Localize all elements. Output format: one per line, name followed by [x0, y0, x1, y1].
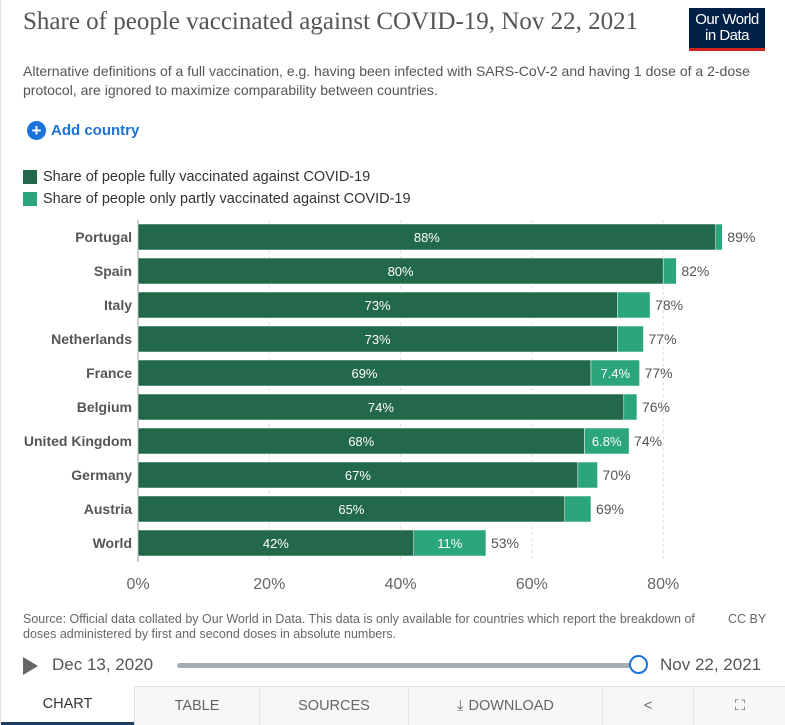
- timeline-end-date: Nov 22, 2021: [660, 655, 762, 674]
- x-tick-label: 0%: [126, 576, 149, 593]
- tab-sources[interactable]: SOURCES: [259, 686, 408, 725]
- owid-logo[interactable]: Our World in Data: [689, 8, 765, 51]
- bar-total-label: 78%: [655, 297, 683, 313]
- bar-value-label: 69%: [351, 366, 377, 381]
- category-label: Italy: [104, 297, 132, 313]
- bar-value-label: 73%: [365, 298, 391, 313]
- play-icon[interactable]: [23, 657, 38, 675]
- bar-total-label: 77%: [645, 365, 673, 381]
- download-icon: ⤓: [457, 698, 464, 714]
- bar-fully-vaccinated: [137, 291, 618, 319]
- bar-total-label: 74%: [634, 433, 662, 449]
- bar-total-label: 70%: [603, 467, 631, 483]
- category-label: Germany: [71, 467, 132, 483]
- bar-fully-vaccinated: [137, 257, 664, 285]
- category-label: Portugal: [75, 229, 132, 245]
- bar-total-label: 53%: [491, 535, 519, 551]
- source-note: Source: Official data collated by Our Wo…: [23, 612, 695, 641]
- tab-bar: CHART TABLE SOURCES ⤓ DOWNLOAD < ⛶: [1, 686, 785, 725]
- chart-title: Share of people vaccinated against COVID…: [23, 8, 639, 35]
- bar-partly-vaccinated: [715, 223, 723, 251]
- fullscreen-icon: ⛶: [734, 698, 746, 714]
- license-link[interactable]: CC BY: [728, 612, 767, 626]
- bar-partly-vaccinated: [413, 529, 487, 557]
- legend-label-fully: Share of people fully vaccinated against…: [43, 169, 371, 185]
- timeline-slider-handle[interactable]: [629, 655, 648, 674]
- add-country-label: Add country: [51, 122, 140, 139]
- bar-value-label: 11%: [437, 536, 462, 551]
- bar-fully-vaccinated: [137, 393, 625, 421]
- bar-value-label: 73%: [365, 332, 391, 347]
- bar-partly-vaccinated: [584, 427, 630, 455]
- bar-fully-vaccinated: [137, 427, 585, 455]
- timeline: Dec 13, 2020 Nov 22, 2021: [23, 654, 768, 678]
- chart-subtitle: Alternative definitions of a full vaccin…: [23, 63, 750, 98]
- download-label: DOWNLOAD: [468, 698, 554, 714]
- fullscreen-button[interactable]: ⛶: [693, 686, 785, 725]
- bar-value-label: 80%: [388, 264, 414, 279]
- add-country-button[interactable]: + Add country: [27, 121, 139, 140]
- bar-partly-vaccinated: [662, 257, 677, 285]
- category-label: United Kingdom: [24, 433, 132, 449]
- share-icon: <: [643, 698, 653, 714]
- bar-total-label: 69%: [596, 501, 624, 517]
- bar-value-label: 67%: [345, 468, 371, 483]
- tab-download[interactable]: ⤓ DOWNLOAD: [408, 686, 602, 725]
- share-button[interactable]: <: [602, 686, 693, 725]
- category-label: Austria: [84, 501, 132, 517]
- legend-label-partly: Share of people only partly vaccinated a…: [43, 191, 411, 207]
- bar-fully-vaccinated: [137, 529, 414, 557]
- legend-swatch-fully: [23, 170, 37, 184]
- bar-fully-vaccinated: [137, 461, 579, 489]
- bar-total-label: 89%: [727, 229, 755, 245]
- x-tick-label: 40%: [385, 576, 417, 593]
- tab-chart[interactable]: CHART: [1, 686, 134, 725]
- bar-partly-vaccinated: [616, 325, 644, 353]
- timeline-start-date: Dec 13, 2020: [52, 655, 154, 674]
- legend: Share of people fully vaccinated against…: [23, 166, 411, 210]
- bar-fully-vaccinated: [137, 495, 565, 523]
- tab-table[interactable]: TABLE: [134, 686, 259, 725]
- legend-item-fully[interactable]: Share of people fully vaccinated against…: [23, 166, 411, 188]
- bar-partly-vaccinated: [564, 495, 592, 523]
- bar-value-label: 7.4%: [600, 366, 630, 381]
- category-label: Netherlands: [51, 331, 132, 347]
- x-tick-label: 80%: [647, 576, 679, 593]
- x-tick-label: 20%: [253, 576, 285, 593]
- category-label: World: [93, 535, 132, 551]
- bar-value-label: 68%: [348, 434, 374, 449]
- timeline-slider-track[interactable]: [177, 663, 639, 668]
- legend-swatch-partly: [23, 192, 37, 206]
- bar-total-label: 77%: [649, 331, 677, 347]
- category-label: Belgium: [77, 399, 132, 415]
- legend-item-partly[interactable]: Share of people only partly vaccinated a…: [23, 188, 411, 210]
- bar-partly-vaccinated: [623, 393, 638, 421]
- category-label: Spain: [94, 263, 132, 279]
- bar-value-label: 6.8%: [592, 434, 622, 449]
- bar-value-label: 42%: [263, 536, 289, 551]
- category-label: France: [86, 365, 132, 381]
- x-tick-label: 60%: [516, 576, 548, 593]
- bar-partly-vaccinated: [577, 461, 598, 489]
- bar-value-label: 74%: [368, 400, 394, 415]
- bar-total-label: 82%: [681, 263, 709, 279]
- bar-partly-vaccinated: [590, 359, 640, 387]
- plus-circle-icon: +: [27, 121, 46, 140]
- bar-value-label: 88%: [414, 230, 440, 245]
- bar-fully-vaccinated: [137, 359, 592, 387]
- bar-fully-vaccinated: [137, 223, 716, 251]
- bar-total-label: 76%: [642, 399, 670, 415]
- bar-chart: 0% 20% 40% 60% 80% Portugal 88% 89% Spain 80% 82% I…: [24, 220, 755, 593]
- bar-value-label: 65%: [338, 502, 364, 517]
- bar-partly-vaccinated: [616, 291, 651, 319]
